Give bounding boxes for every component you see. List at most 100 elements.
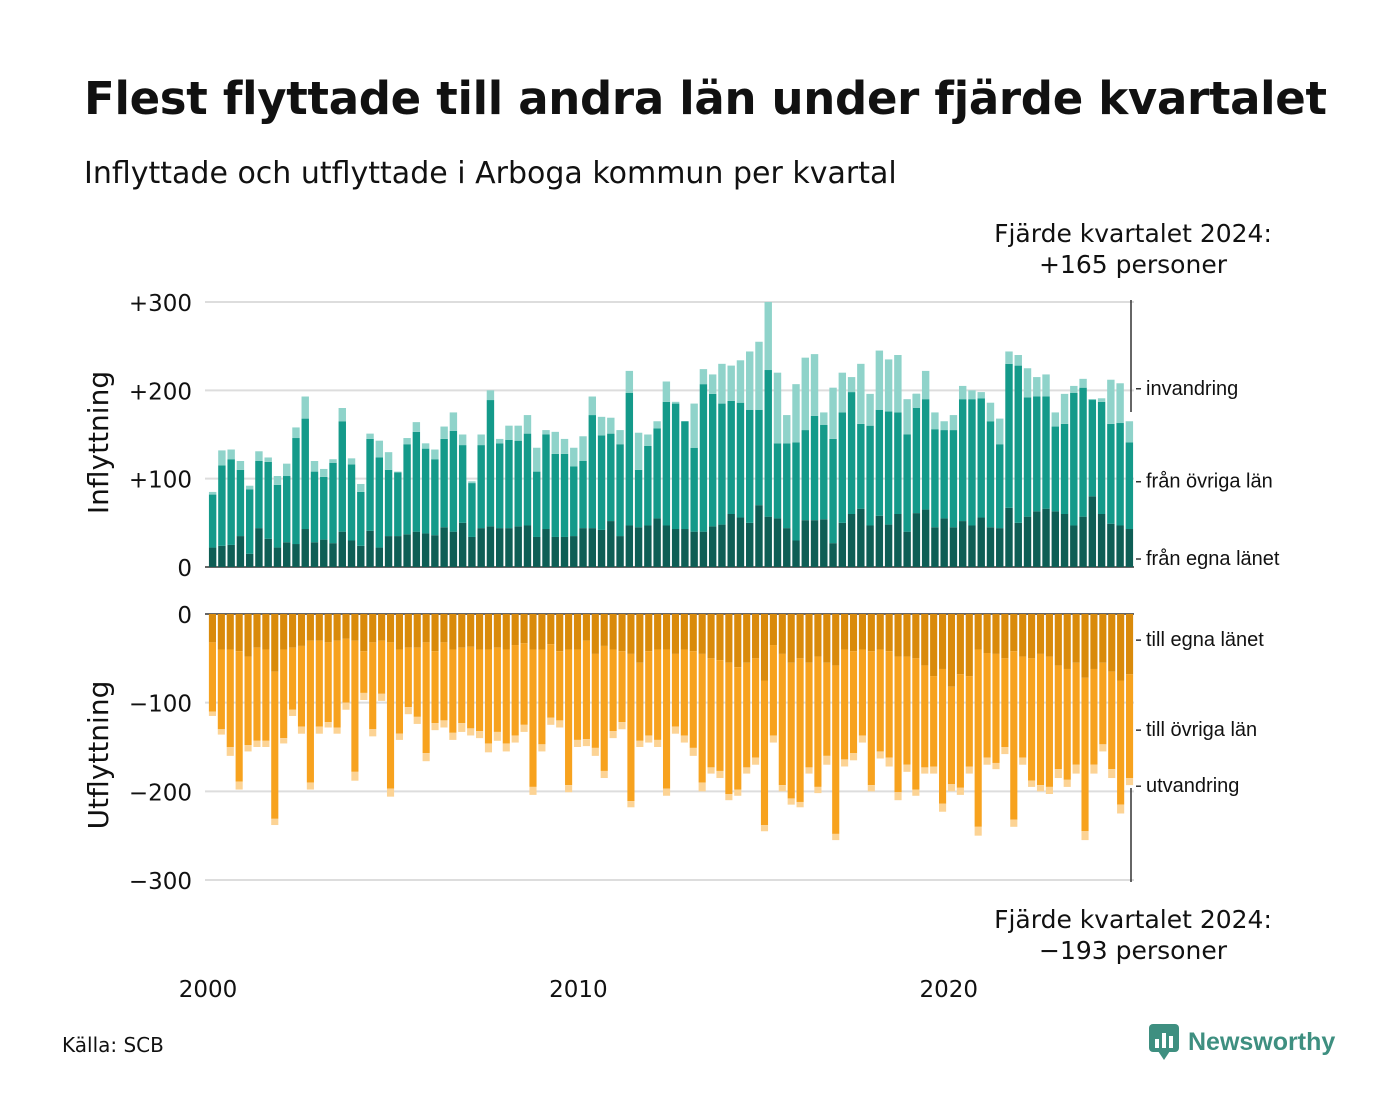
outflow-bar-segment [369, 642, 377, 730]
inflow-bar-segment [338, 531, 346, 567]
outflow-bar-segment [1063, 614, 1071, 669]
inflow-bar-segment [699, 369, 708, 385]
inflow-bar-segment [440, 426, 448, 439]
inflow-bar-segment [857, 423, 865, 509]
inflow-bar-segment [394, 472, 402, 537]
outflow-bar-segment [707, 767, 715, 774]
inflow-bar-segment [533, 471, 541, 537]
inflow-bar-segment [644, 434, 652, 446]
inflow-bar-segment [375, 457, 384, 548]
outflow-bar-segment [565, 649, 573, 786]
inflow-bar-segment [366, 530, 374, 567]
outflow-bar-segment [404, 614, 412, 648]
inflow-bar-segment [551, 431, 559, 454]
inflow-bar-segment [403, 534, 411, 567]
inflow-bar-segment [783, 528, 791, 567]
inflow-bar-segment [394, 471, 402, 473]
outflow-bar-segment [627, 653, 635, 802]
outflow-bar-segment [645, 735, 653, 743]
inflow-bar-segment [357, 545, 365, 567]
inflow-bar-segment [329, 462, 337, 544]
outflow-bar-segment [992, 762, 1000, 770]
outflow-bar-segment [1099, 744, 1107, 752]
outflow-bar-segment [1001, 658, 1009, 747]
outflow-bar-segment [956, 614, 964, 675]
inflow-series-label: invandring [1146, 378, 1238, 400]
outflow-bar-segment [538, 744, 546, 752]
outflow-bar-segment [769, 614, 777, 646]
outflow-ytick-label: −200 [129, 780, 192, 806]
inflow-bar-segment [921, 370, 930, 400]
outflow-bar-segment [983, 614, 991, 654]
inflow-bar-segment [597, 435, 606, 530]
outflow-bar-segment [342, 614, 350, 639]
inflow-bar-segment [1079, 387, 1087, 517]
inflow-bar-segment [1107, 379, 1115, 424]
outflow-bar-segment [547, 717, 555, 725]
inflow-bar-segment [440, 438, 448, 528]
outflow-bar-segment [431, 651, 439, 724]
inflow-bar-segment [597, 529, 606, 567]
outflow-bar-segment [671, 653, 680, 727]
outflow-bar-segment [867, 785, 875, 792]
outflow-bar-segment [1063, 668, 1071, 780]
outflow-bar-segment [956, 787, 964, 795]
outflow-bar-segment [1001, 747, 1009, 755]
outflow-bar-segment [743, 614, 751, 663]
outflow-bar-segment [1090, 764, 1098, 774]
outflow-bar-segment [591, 747, 599, 756]
outflow-bar-segment [814, 614, 822, 657]
outflow-bar-segment [386, 788, 395, 797]
inflow-bar-segment [607, 433, 615, 522]
inflow-bar-segment [505, 425, 513, 440]
outflow-bar-segment [760, 825, 769, 832]
outflow-bar-segment [698, 614, 706, 654]
inflow-bar-segment [810, 520, 819, 567]
inflow-ytick-label: +200 [129, 379, 192, 405]
inflow-bar-segment [921, 399, 930, 510]
outflow-bar-segment [271, 614, 279, 672]
inflow-bar-segment [255, 451, 263, 461]
outflow-bar-segment [930, 614, 938, 677]
inflow-bar-segment [1051, 426, 1059, 512]
inflow-series-label: från egna länet [1146, 548, 1280, 570]
inflow-bar-segment [310, 471, 319, 543]
inflow-bar-segment [746, 522, 754, 567]
inflow-bar-segment [560, 438, 569, 454]
inflow-bar-segment [579, 461, 587, 529]
inflow-bar-segment [449, 531, 458, 567]
outflow-bar-segment [778, 614, 786, 654]
outflow-bar-segment [476, 731, 484, 739]
inflow-bar-segment [996, 528, 1004, 567]
inflow-bar-segment [579, 528, 587, 567]
outflow-bar-segment [814, 786, 822, 794]
outflow-bar-segment [698, 653, 706, 783]
inflow-bar-segment [1014, 355, 1022, 366]
inflow-bar-segment [690, 531, 698, 567]
outflow-bar-segment [493, 647, 501, 732]
inflow-bar-segment [292, 438, 300, 545]
outflow-bar-segment [645, 614, 653, 652]
inflow-bar-segment [884, 411, 893, 525]
inflow-bar-segment [264, 538, 272, 567]
outflow-bar-segment [1036, 653, 1045, 786]
outflow-bar-segment [636, 614, 644, 663]
outflow-bar-segment [1108, 671, 1116, 770]
inflow-bar-segment [746, 351, 754, 410]
outflow-bar-segment [502, 743, 510, 752]
inflow-bar-segment [662, 381, 671, 402]
inflow-bar-segment [783, 443, 791, 529]
outflow-bar-segment [208, 614, 217, 643]
inflow-bar-segment [283, 476, 291, 543]
outflow-bar-segment [226, 649, 234, 747]
inflow-bar-segment [931, 429, 939, 528]
outflow-bar-segment [449, 649, 457, 733]
outflow-bar-segment [208, 642, 217, 712]
outflow-bar-segment [618, 722, 626, 730]
outflow-bar-segment [235, 781, 243, 790]
outflow-bar-segment [885, 614, 893, 652]
outflow-bar-segment [939, 614, 947, 669]
inflow-bar-segment [486, 400, 495, 527]
inflow-bar-segment [357, 491, 365, 546]
inflow-bar-segment [273, 547, 282, 567]
